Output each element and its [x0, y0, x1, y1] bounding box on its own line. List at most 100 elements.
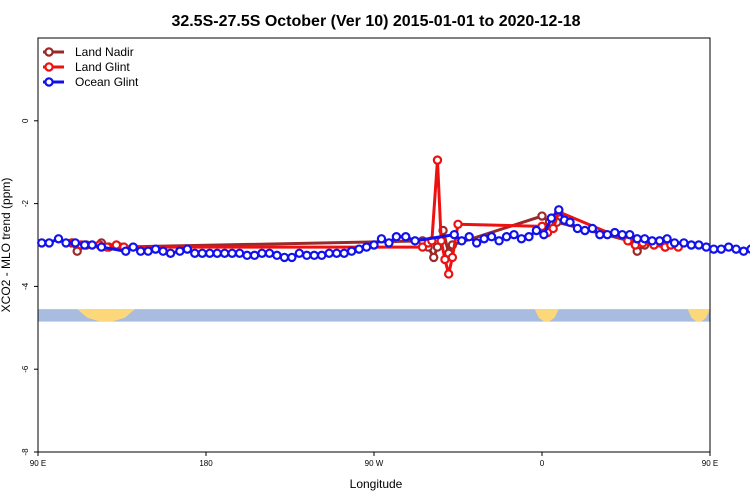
data-point: [669, 238, 680, 248]
data-point: [354, 244, 364, 254]
data-point: [602, 229, 613, 240]
data-point: [453, 219, 463, 229]
data-point: [410, 236, 420, 246]
data-point: [539, 229, 549, 240]
data-point: [309, 250, 319, 261]
data-point: [257, 248, 267, 258]
data-point: [580, 225, 590, 236]
data-point: [709, 244, 719, 254]
data-point: [53, 234, 64, 244]
land-ocean-band: [38, 309, 710, 322]
data-point: [128, 242, 138, 252]
data-point: [632, 234, 642, 244]
data-point: [205, 248, 215, 258]
series-line: [73, 158, 679, 276]
data-point: [694, 240, 704, 250]
data-point: [401, 232, 411, 242]
data-point: [716, 244, 726, 254]
data-point: [509, 229, 519, 240]
data-point: [746, 244, 750, 254]
data-point: [272, 250, 282, 261]
data-point: [165, 248, 176, 258]
x-tick-label: 90 E: [30, 459, 46, 468]
data-point: [376, 234, 387, 244]
legend-label: Ocean Glint: [75, 75, 139, 89]
data-point: [731, 244, 741, 254]
data-point: [249, 250, 260, 261]
data-point: [87, 240, 97, 250]
land-segment: [77, 309, 136, 322]
data-point: [234, 248, 245, 258]
data-point: [524, 232, 534, 242]
data-point: [197, 248, 207, 258]
data-point: [443, 269, 454, 279]
data-point: [182, 244, 193, 254]
data-point: [150, 244, 161, 254]
axes: 90 E 180 90 W 0 90 E 0 -2 -4 -6 -8: [21, 118, 718, 468]
y-tick-label: 0: [21, 118, 30, 123]
x-tick-label: 0: [540, 459, 545, 468]
data-point: [546, 213, 557, 223]
data-point: [96, 242, 107, 252]
data-point: [686, 240, 697, 250]
data-point: [447, 252, 458, 263]
legend-item: Land Glint: [43, 60, 130, 74]
data-point: [486, 232, 497, 242]
x-axis-label: Longitude: [350, 477, 403, 491]
data-point: [548, 223, 558, 234]
series-ocean-glint: [37, 205, 750, 263]
data-point: [429, 252, 439, 263]
series-land-glint: [68, 155, 683, 279]
y-tick-label: -4: [21, 282, 30, 290]
data-point: [654, 236, 665, 246]
data-point: [384, 238, 394, 248]
data-point: [242, 250, 252, 261]
data-point: [391, 232, 402, 242]
data-point: [302, 250, 312, 261]
legend-label: Land Nadir: [75, 45, 134, 59]
data-point: [279, 252, 290, 263]
y-tick-label: -6: [21, 365, 30, 373]
data-point: [294, 248, 305, 258]
data-point: [662, 234, 672, 244]
data-point: [639, 234, 650, 244]
data-point: [44, 238, 54, 248]
data-point: [457, 236, 467, 246]
data-point: [554, 205, 564, 215]
data-point: [317, 250, 327, 261]
data-point: [647, 236, 657, 246]
data-point: [464, 232, 474, 242]
data-point: [61, 238, 71, 248]
data-point: [572, 223, 583, 234]
data-point: [701, 242, 711, 252]
data-point: [610, 227, 620, 238]
data-point: [565, 217, 575, 227]
data-point: [158, 246, 168, 256]
land-segment: [534, 309, 559, 322]
data-point: [440, 254, 450, 265]
data-point: [369, 240, 379, 250]
legend-label: Land Glint: [75, 60, 130, 74]
data-point: [537, 211, 547, 221]
data-point: [625, 229, 635, 240]
y-tick-label: -2: [21, 199, 30, 207]
x-tick-label: 180: [199, 459, 213, 468]
data-point: [723, 242, 734, 252]
data-point: [331, 248, 342, 258]
data-point: [479, 234, 489, 244]
data-point: [494, 236, 504, 246]
data-point: [361, 242, 372, 252]
data-point: [339, 248, 349, 258]
legend-item: Ocean Glint: [43, 75, 139, 89]
data-point: [587, 223, 598, 234]
data-point: [111, 240, 122, 250]
data-point: [346, 246, 357, 256]
data-point: [679, 238, 689, 248]
data-point: [287, 252, 297, 263]
y-tick-label: -8: [21, 448, 30, 456]
data-point: [501, 232, 512, 242]
series: [37, 155, 750, 279]
chart-title: 32.5S-27.5S October (Ver 10) 2015-01-01 …: [171, 13, 580, 30]
data-point: [432, 155, 443, 165]
